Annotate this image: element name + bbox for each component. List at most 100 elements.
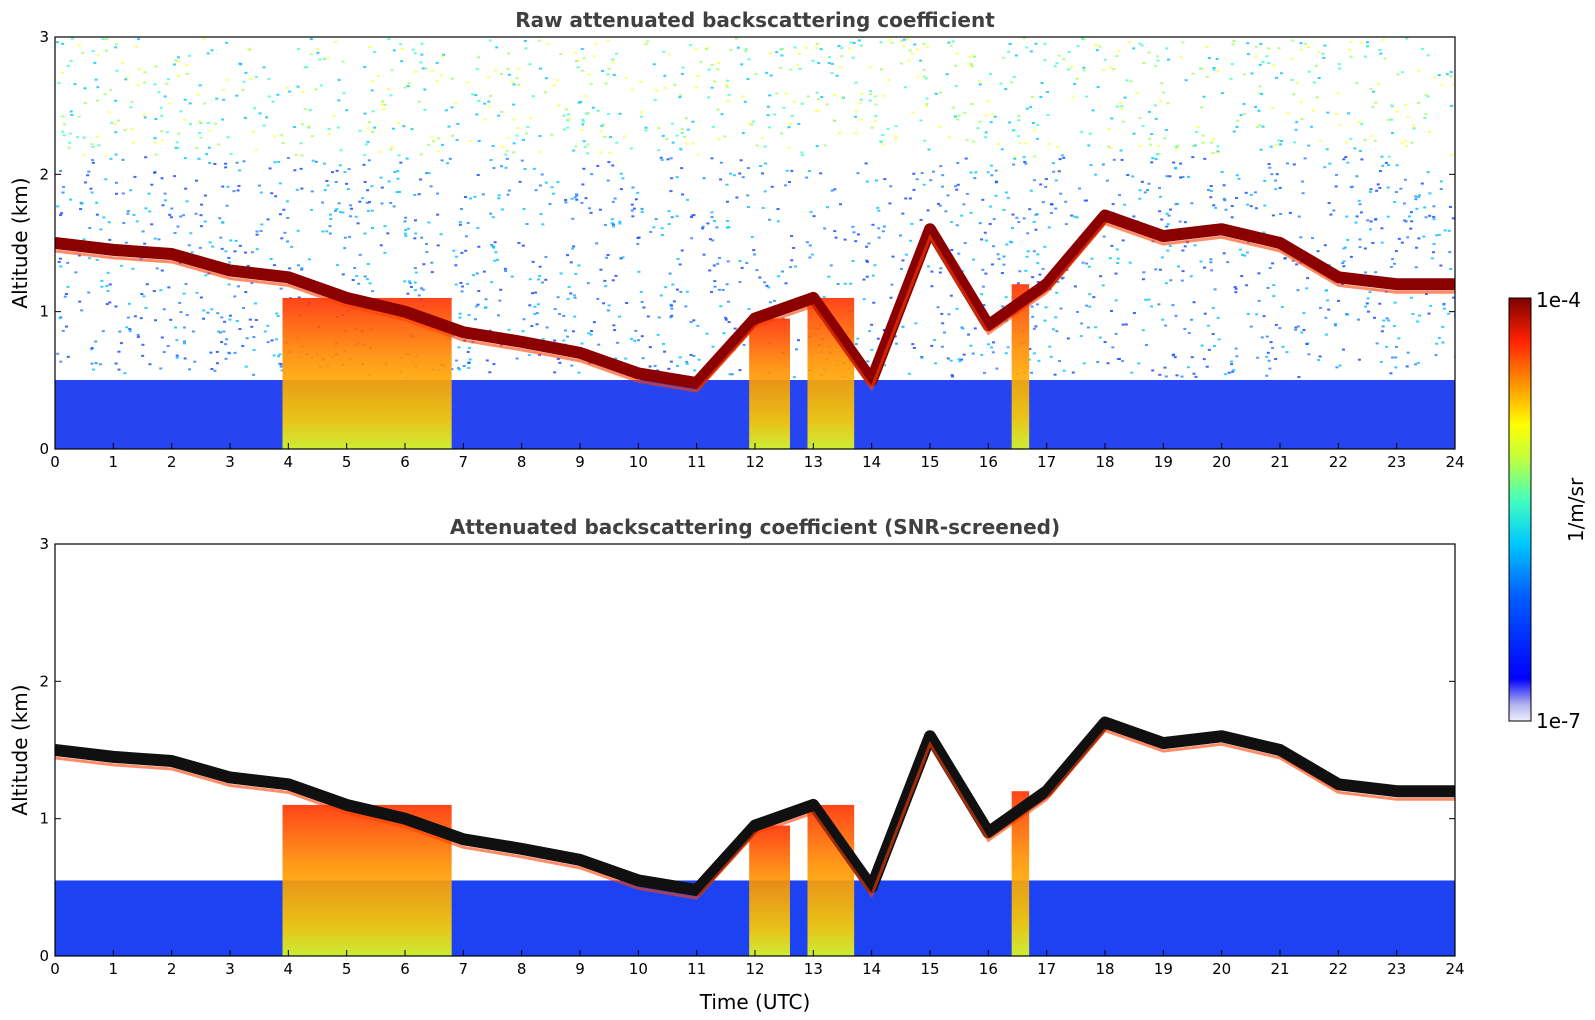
noise-pixel <box>121 192 125 195</box>
noise-pixel <box>746 194 750 197</box>
noise-pixel <box>1058 158 1062 161</box>
noise-pixel <box>507 189 511 192</box>
noise-pixel <box>804 46 808 49</box>
noise-pixel <box>414 289 418 292</box>
x-tick-label: 18 <box>1095 960 1114 978</box>
noise-pixel <box>1369 188 1373 191</box>
noise-pixel <box>1377 83 1381 86</box>
noise-pixel <box>450 368 454 371</box>
noise-pixel <box>685 290 689 293</box>
noise-pixel <box>68 141 72 144</box>
noise-pixel <box>1001 305 1005 308</box>
noise-pixel <box>657 127 661 130</box>
noise-pixel <box>142 295 146 298</box>
noise-pixel <box>533 313 537 316</box>
noise-pixel <box>136 335 140 338</box>
noise-pixel <box>580 201 584 204</box>
noise-pixel <box>1318 355 1322 358</box>
noise-pixel <box>328 213 332 216</box>
noise-pixel <box>1070 214 1074 217</box>
noise-pixel <box>1402 202 1406 205</box>
noise-pixel <box>427 172 431 175</box>
noise-pixel <box>1349 41 1353 44</box>
noise-pixel <box>951 40 955 43</box>
noise-pixel <box>459 281 463 284</box>
noise-pixel <box>675 364 679 367</box>
noise-pixel <box>328 232 332 235</box>
noise-pixel <box>371 130 375 133</box>
noise-pixel <box>624 77 628 80</box>
noise-pixel <box>867 330 871 333</box>
noise-pixel <box>790 235 794 238</box>
noise-pixel <box>817 61 821 64</box>
noise-pixel <box>1424 292 1428 295</box>
noise-pixel <box>1119 149 1123 152</box>
noise-pixel <box>126 210 130 213</box>
noise-pixel <box>1141 278 1145 281</box>
noise-pixel <box>357 282 361 285</box>
noise-pixel <box>483 118 487 121</box>
noise-pixel <box>199 122 203 125</box>
noise-pixel <box>1394 366 1398 369</box>
noise-pixel <box>729 49 733 52</box>
noise-pixel <box>322 162 326 165</box>
noise-pixel <box>592 55 596 58</box>
noise-pixel <box>1092 296 1096 299</box>
noise-pixel <box>102 216 106 219</box>
noise-pixel <box>724 316 728 319</box>
noise-pixel <box>1303 157 1307 160</box>
noise-pixel <box>684 305 688 308</box>
noise-pixel <box>419 178 423 181</box>
noise-pixel <box>335 208 339 211</box>
noise-pixel <box>1001 56 1005 59</box>
noise-pixel <box>1026 250 1030 253</box>
noise-pixel <box>338 164 342 167</box>
noise-pixel <box>1117 50 1121 53</box>
noise-pixel <box>925 103 929 106</box>
noise-pixel <box>644 43 648 46</box>
noise-pixel <box>1101 284 1105 287</box>
noise-pixel <box>272 354 276 357</box>
noise-pixel <box>397 154 401 157</box>
noise-pixel <box>815 91 819 94</box>
x-tick-label: 3 <box>225 960 235 978</box>
noise-pixel <box>59 169 63 172</box>
noise-pixel <box>1022 156 1026 159</box>
noise-pixel <box>808 244 812 247</box>
noise-pixel <box>1426 95 1430 98</box>
noise-pixel <box>1337 92 1341 95</box>
noise-pixel <box>1368 191 1372 194</box>
noise-pixel <box>396 170 400 173</box>
noise-pixel <box>1391 258 1395 261</box>
noise-pixel <box>1317 50 1321 53</box>
noise-pixel <box>1234 197 1238 200</box>
noise-pixel <box>1222 197 1226 200</box>
panel2-cloud-layer <box>55 716 1455 956</box>
noise-pixel <box>437 150 441 153</box>
noise-pixel <box>1292 93 1296 96</box>
noise-pixel <box>92 368 96 371</box>
noise-pixel <box>662 50 666 53</box>
noise-pixel <box>1404 104 1408 107</box>
noise-pixel <box>248 318 252 321</box>
noise-pixel <box>1423 116 1427 119</box>
noise-pixel <box>696 324 700 327</box>
noise-pixel <box>1448 205 1452 208</box>
noise-pixel <box>735 37 739 40</box>
noise-pixel <box>873 120 877 123</box>
noise-pixel <box>640 210 644 213</box>
noise-pixel <box>881 94 885 97</box>
noise-pixel <box>1389 265 1393 268</box>
noise-pixel <box>246 264 250 267</box>
noise-pixel <box>751 120 755 123</box>
cloud-base-halo <box>55 221 1455 393</box>
noise-pixel <box>916 75 920 78</box>
noise-pixel <box>461 285 465 288</box>
noise-pixel <box>955 188 959 191</box>
noise-pixel <box>222 89 226 92</box>
noise-pixel <box>619 257 623 260</box>
noise-pixel <box>276 315 280 318</box>
noise-pixel <box>1111 346 1115 349</box>
noise-pixel <box>474 305 478 308</box>
noise-pixel <box>742 343 746 346</box>
